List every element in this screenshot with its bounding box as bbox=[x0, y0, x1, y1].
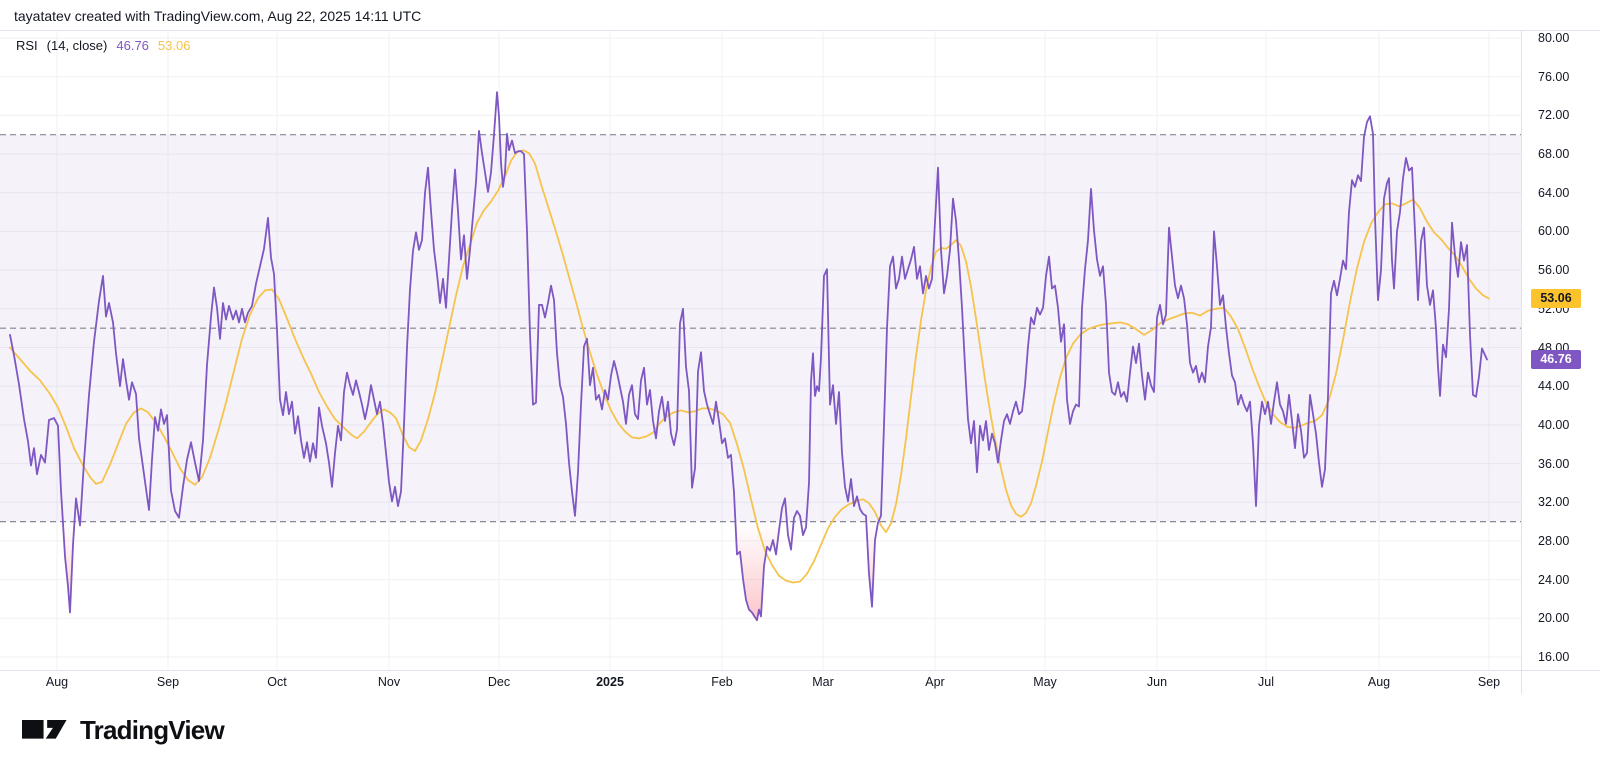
price-axis-label: 24.00 bbox=[1538, 572, 1570, 587]
watermark-attribution: tayatatev created with TradingView.com, … bbox=[14, 8, 422, 24]
time-axis-label-feb: Feb bbox=[711, 675, 733, 689]
price-axis-border bbox=[1521, 30, 1522, 694]
price-axis-label: 44.00 bbox=[1538, 379, 1570, 394]
oversold-fill bbox=[735, 521, 781, 621]
price-axis-label: 76.00 bbox=[1538, 69, 1570, 84]
price-axis-label: 16.00 bbox=[1538, 650, 1570, 664]
time-axis-label-sep: Sep bbox=[156, 675, 180, 689]
ma-value: 53.06 bbox=[157, 38, 191, 53]
time-axis-label-nov: Nov bbox=[377, 675, 401, 689]
tradingview-logo-icon bbox=[22, 719, 67, 739]
time-axis-label-aug: Aug bbox=[45, 675, 69, 689]
time-axis-label-jul: Jul bbox=[1258, 675, 1274, 689]
indicator-legend[interactable]: RSI (14, close) 46.76 53.06 bbox=[16, 38, 190, 53]
brand-name: TradingView bbox=[80, 714, 225, 745]
price-axis-label: 60.00 bbox=[1538, 224, 1570, 239]
time-axis-label-apr: Apr bbox=[925, 675, 945, 689]
pane-top-border bbox=[0, 30, 1600, 31]
rsi-value: 46.76 bbox=[116, 38, 149, 53]
price-axis-label: 68.00 bbox=[1538, 147, 1570, 162]
price-axis-label: 64.00 bbox=[1538, 185, 1570, 200]
time-axis-label-2025: 2025 bbox=[596, 675, 624, 689]
ma-value-badge: 53.06 bbox=[1531, 289, 1581, 309]
rsi-line bbox=[9, 91, 1488, 622]
price-axis-label: 36.00 bbox=[1538, 456, 1570, 471]
brand-footer[interactable]: TradingView bbox=[22, 714, 225, 746]
oversold-fill bbox=[786, 521, 794, 550]
price-axis-label: 40.00 bbox=[1538, 417, 1570, 432]
time-axis-label-jun: Jun bbox=[1146, 675, 1168, 689]
price-axis-label: 56.00 bbox=[1538, 263, 1570, 278]
price-axis-label: 80.00 bbox=[1538, 31, 1570, 45]
time-axis-label-dec: Dec bbox=[487, 675, 511, 689]
indicator-name: RSI bbox=[16, 38, 38, 53]
price-axis-label: 72.00 bbox=[1538, 108, 1570, 123]
price-axis-label: 32.00 bbox=[1538, 495, 1570, 510]
time-axis-label-sep: Sep bbox=[1477, 675, 1501, 689]
time-axis-label-mar: Mar bbox=[812, 675, 834, 689]
oversold-fill bbox=[866, 521, 879, 607]
oversold-fill bbox=[62, 521, 75, 613]
time-axis-label-may: May bbox=[1033, 675, 1057, 689]
time-axis-label-oct: Oct bbox=[267, 675, 287, 689]
time-axis-border bbox=[0, 670, 1600, 671]
chart-container: RSI (14, close) 46.76 53.06 80.00 76.00 72… bbox=[0, 30, 1600, 694]
price-axis-label: 20.00 bbox=[1538, 611, 1570, 626]
time-axis-label-aug: Aug bbox=[1367, 675, 1391, 689]
rsi-value-badge: 46.76 bbox=[1531, 349, 1581, 369]
price-axis-label: 28.00 bbox=[1538, 533, 1570, 548]
rsi-ma-line bbox=[9, 149, 1490, 584]
rsi-plot[interactable] bbox=[0, 30, 1521, 670]
indicator-params: (14, close) bbox=[46, 38, 108, 53]
